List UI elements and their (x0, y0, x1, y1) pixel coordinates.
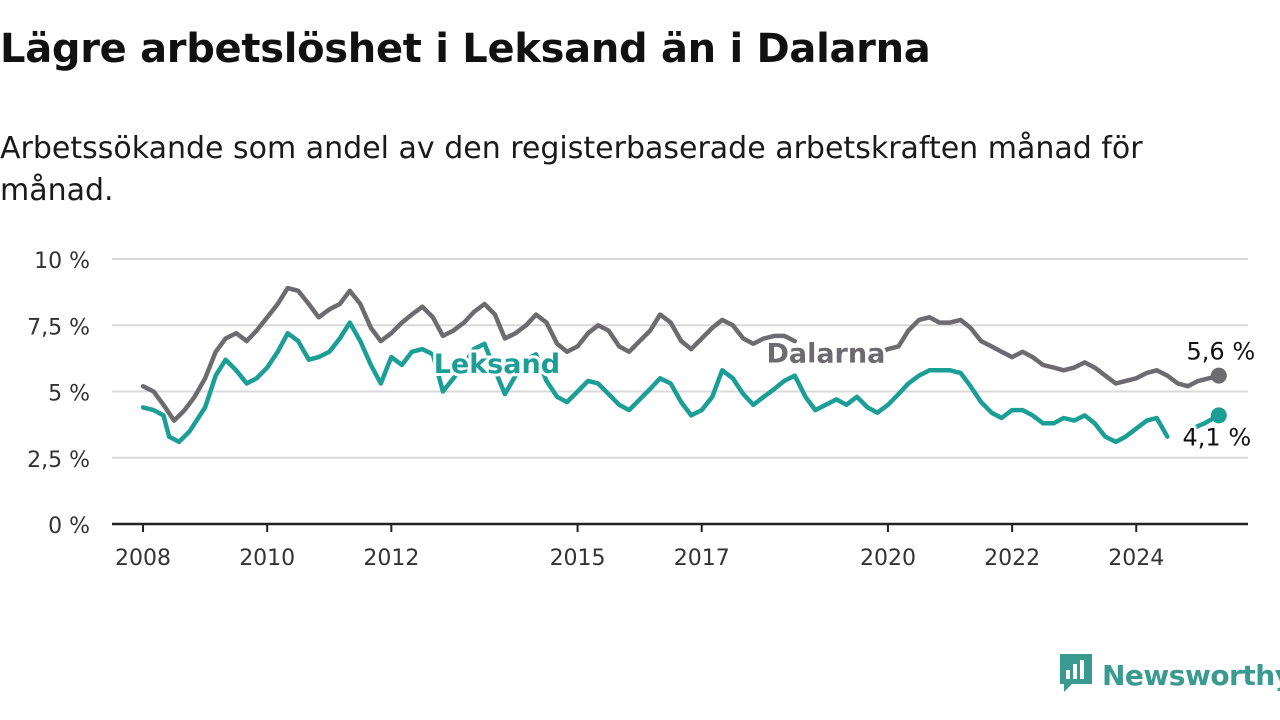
x-tick-label: 2020 (860, 546, 916, 571)
chart-title: Lägre arbetslöshet i Leksand än i Dalarn… (0, 26, 931, 72)
x-tick-label: 2017 (674, 546, 730, 571)
x-tick-label: 2012 (363, 546, 419, 571)
series-line-dalarna (879, 315, 1222, 389)
y-tick-label: 0 % (48, 514, 90, 539)
y-tick-label: 7,5 % (27, 315, 90, 340)
end-point-dalarna (1210, 367, 1227, 384)
brand-name: Newsworthy (1102, 658, 1280, 692)
x-tick-label: 2024 (1108, 546, 1164, 571)
newsworthy-logo-icon (1058, 652, 1094, 698)
end-value-label-dalarna: 5,6 % (1187, 338, 1256, 366)
series-line-dalarna (140, 285, 798, 423)
series-label-dalarna: Dalarna (766, 338, 885, 369)
x-tick-label: 2008 (115, 546, 171, 571)
series-label-leksand: Leksand (434, 349, 560, 380)
x-tick-label: 2015 (550, 546, 606, 571)
y-tick-label: 2,5 % (27, 448, 90, 473)
series-line-leksand (140, 320, 1170, 445)
y-tick-label: 5 % (48, 382, 90, 407)
x-tick-label: 2010 (239, 546, 295, 571)
end-value-label-leksand: 4,1 % (1183, 423, 1252, 451)
newsworthy-brand[interactable]: Newsworthy (1058, 652, 1280, 698)
end-point-leksand (1210, 407, 1227, 424)
x-tick-label: 2022 (984, 546, 1040, 571)
chart-subtitle: Arbetssökande som andel av den registerb… (0, 131, 1143, 208)
y-tick-label: 10 % (34, 249, 90, 274)
